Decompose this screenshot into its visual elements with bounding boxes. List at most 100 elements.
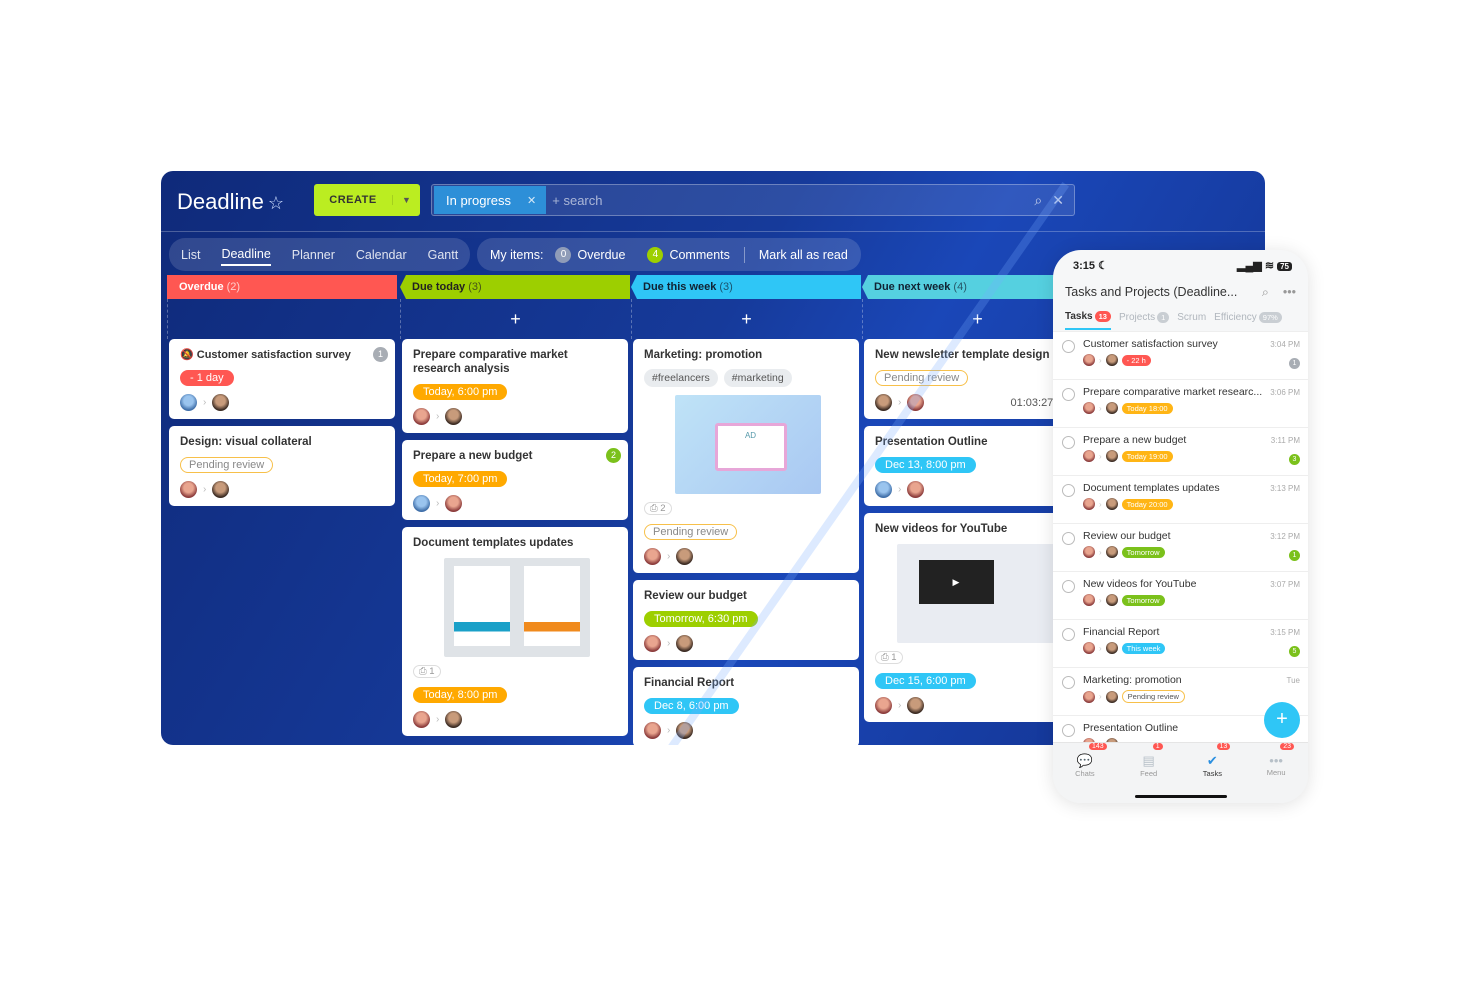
search-icon[interactable]: ⌕ xyxy=(1261,284,1269,299)
card-title[interactable]: New videos for YouTube xyxy=(875,523,1008,535)
nav-menu[interactable]: ••• Menu 23 xyxy=(1244,743,1308,803)
task-card[interactable]: Prepare comparative market research anal… xyxy=(402,339,628,433)
search-input[interactable]: + search xyxy=(552,192,603,208)
card-title[interactable]: Document templates updates xyxy=(413,537,574,549)
column-due-this-week: Due this week (3) + Marketing: promotion #fr… xyxy=(631,275,861,745)
card-title[interactable]: Marketing: promotion xyxy=(644,349,763,361)
chats-icon: 💬 xyxy=(1076,753,1093,768)
task-card[interactable]: Design: visual collateral Pending review › xyxy=(169,426,395,506)
deadline-badge: Today 20:00 xyxy=(1121,498,1173,510)
task-time: 3:04 PM xyxy=(1270,340,1300,349)
avatar xyxy=(1083,546,1095,558)
task-row[interactable]: Marketing: promotion Tue › Pending review xyxy=(1053,668,1308,716)
add-card-button[interactable]: + xyxy=(862,299,1092,339)
create-button[interactable]: CREATE ▼ xyxy=(314,184,420,216)
task-card[interactable]: Document templates updates ⎙ 1 Today, 8:00… xyxy=(402,527,628,736)
task-row[interactable]: Document templates updates 3:13 PM › Today … xyxy=(1053,476,1308,524)
mobile-tab-tasks[interactable]: Tasks 13 xyxy=(1065,305,1111,330)
task-row[interactable]: Financial Report 3:15 PM › This week 5 xyxy=(1053,620,1308,668)
task-card[interactable]: Prepare a new budget 2 Today, 7:00 pm › xyxy=(402,440,628,520)
complete-checkbox[interactable] xyxy=(1062,532,1075,545)
avatar xyxy=(644,548,661,565)
tag[interactable]: #marketing xyxy=(723,369,792,387)
tab-deadline[interactable]: Deadline xyxy=(221,244,271,266)
task-row[interactable]: Prepare comparative market researc... 3:0… xyxy=(1053,380,1308,428)
tab-gantt[interactable]: Gantt xyxy=(427,247,459,262)
mobile-tab-efficiency[interactable]: Efficiency 97% xyxy=(1214,312,1282,323)
deadline-badge: Today 19:00 xyxy=(1121,450,1173,462)
task-card[interactable]: Presentation Outline Dec 13, 8:00 pm › xyxy=(864,426,1090,506)
avatar xyxy=(1083,402,1095,414)
deadline-badge: Today 18:00 xyxy=(1121,402,1173,414)
task-row[interactable]: New videos for YouTube 3:07 PM › Tomorrow xyxy=(1053,572,1308,620)
card-title[interactable]: Financial Report xyxy=(644,677,735,689)
nav-chats[interactable]: 💬 Chats 143 xyxy=(1053,743,1117,803)
tab-calendar[interactable]: Calendar xyxy=(355,247,407,262)
mark-all-read-button[interactable]: Mark all as read xyxy=(758,247,848,262)
card-list: Prepare comparative market research anal… xyxy=(400,339,630,736)
avatar xyxy=(676,635,694,652)
deadline-badge: Today, 8:00 pm xyxy=(413,687,508,703)
star-icon[interactable]: ☆ xyxy=(267,193,284,213)
nav-tasks[interactable]: ✔ Tasks 13 xyxy=(1181,743,1245,803)
participants: › xyxy=(413,711,620,728)
add-task-button[interactable]: + xyxy=(1264,702,1300,738)
mobile-tab-projects[interactable]: Projects 1 xyxy=(1119,312,1170,323)
task-card[interactable]: New videos for YouTube ⎙ 1 Dec 15, 6:00 pm… xyxy=(864,513,1090,722)
card-title[interactable]: Prepare a new budget xyxy=(413,450,533,462)
add-card-button[interactable]: + xyxy=(400,299,630,339)
task-card[interactable]: Review our budget Tomorrow, 6:30 pm › xyxy=(633,580,859,660)
battery-icon: 75 xyxy=(1277,261,1292,271)
add-card-button[interactable]: + xyxy=(631,299,861,339)
complete-checkbox[interactable] xyxy=(1062,580,1075,593)
complete-checkbox[interactable] xyxy=(1062,436,1075,449)
task-time: Tue xyxy=(1286,676,1301,685)
clear-icon[interactable]: ✕ xyxy=(1052,191,1064,208)
column-due-today: Due today (3) + Prepare comparative market … xyxy=(400,275,630,745)
chevron-down-icon[interactable]: ▼ xyxy=(392,195,420,205)
card-title[interactable]: 🔕 Customer satisfaction survey xyxy=(180,349,351,361)
tag[interactable]: #freelancers xyxy=(644,369,718,387)
task-card[interactable]: New newsletter template design Pending re… xyxy=(864,339,1090,419)
comment-counter: 1 xyxy=(1289,358,1300,369)
mobile-tab-scrum[interactable]: Scrum xyxy=(1177,312,1206,323)
search-bar[interactable]: In progress ✕ + search ⌕ ✕ xyxy=(431,184,1075,216)
task-row[interactable]: Review our budget 3:12 PM › Tomorrow 1 xyxy=(1053,524,1308,572)
overdue-link[interactable]: Overdue xyxy=(577,247,626,262)
complete-checkbox[interactable] xyxy=(1062,628,1075,641)
tab-planner[interactable]: Planner xyxy=(291,247,335,262)
task-row[interactable]: Prepare a new budget 3:11 PM › Today 19:00 3 xyxy=(1053,428,1308,476)
card-title[interactable]: Presentation Outline xyxy=(875,436,988,448)
card-title[interactable]: Prepare comparative market research anal… xyxy=(413,349,568,375)
complete-checkbox[interactable] xyxy=(1062,484,1075,497)
task-time: 3:13 PM xyxy=(1270,484,1300,493)
task-name: Prepare a new budget xyxy=(1083,434,1187,446)
task-card[interactable]: Marketing: promotion #freelancers #marketi… xyxy=(633,339,859,573)
column-title: Due this week xyxy=(643,281,717,293)
participants: › xyxy=(875,481,1082,498)
deadline-badge: - 1 day xyxy=(180,370,234,386)
avatar xyxy=(644,635,661,652)
task-card[interactable]: Financial Report Dec 8, 6:00 pm › xyxy=(633,667,859,745)
card-title[interactable]: New newsletter template design xyxy=(875,349,1050,361)
deadline-badge: Dec 13, 8:00 pm xyxy=(875,457,976,473)
complete-checkbox[interactable] xyxy=(1062,676,1075,689)
complete-checkbox[interactable] xyxy=(1062,388,1075,401)
complete-checkbox[interactable] xyxy=(1062,340,1075,353)
my-items-bar: My items: 0 Overdue 4 Comments Mark all … xyxy=(477,238,861,271)
card-title[interactable]: Design: visual collateral xyxy=(180,436,312,448)
task-card[interactable]: 🔕 Customer satisfaction survey 1 - 1 day › xyxy=(169,339,395,419)
task-row[interactable]: Customer satisfaction survey 3:04 PM › - 22… xyxy=(1053,332,1308,380)
complete-checkbox[interactable] xyxy=(1062,724,1075,737)
chevron-right-icon: › xyxy=(203,484,207,495)
deadline-badge: Tomorrow xyxy=(1121,546,1165,558)
tab-list[interactable]: List xyxy=(181,247,201,262)
close-icon[interactable]: ✕ xyxy=(527,194,537,207)
search-icon[interactable]: ⌕ xyxy=(1034,191,1043,208)
filter-chip[interactable]: In progress ✕ xyxy=(434,186,547,214)
card-title[interactable]: Review our budget xyxy=(644,590,747,602)
more-icon[interactable]: ••• xyxy=(1282,285,1296,299)
nav-feed[interactable]: ▤ Feed 1 xyxy=(1117,743,1181,803)
column-header: Due today (3) xyxy=(400,275,630,299)
comments-link[interactable]: Comments xyxy=(669,247,730,262)
